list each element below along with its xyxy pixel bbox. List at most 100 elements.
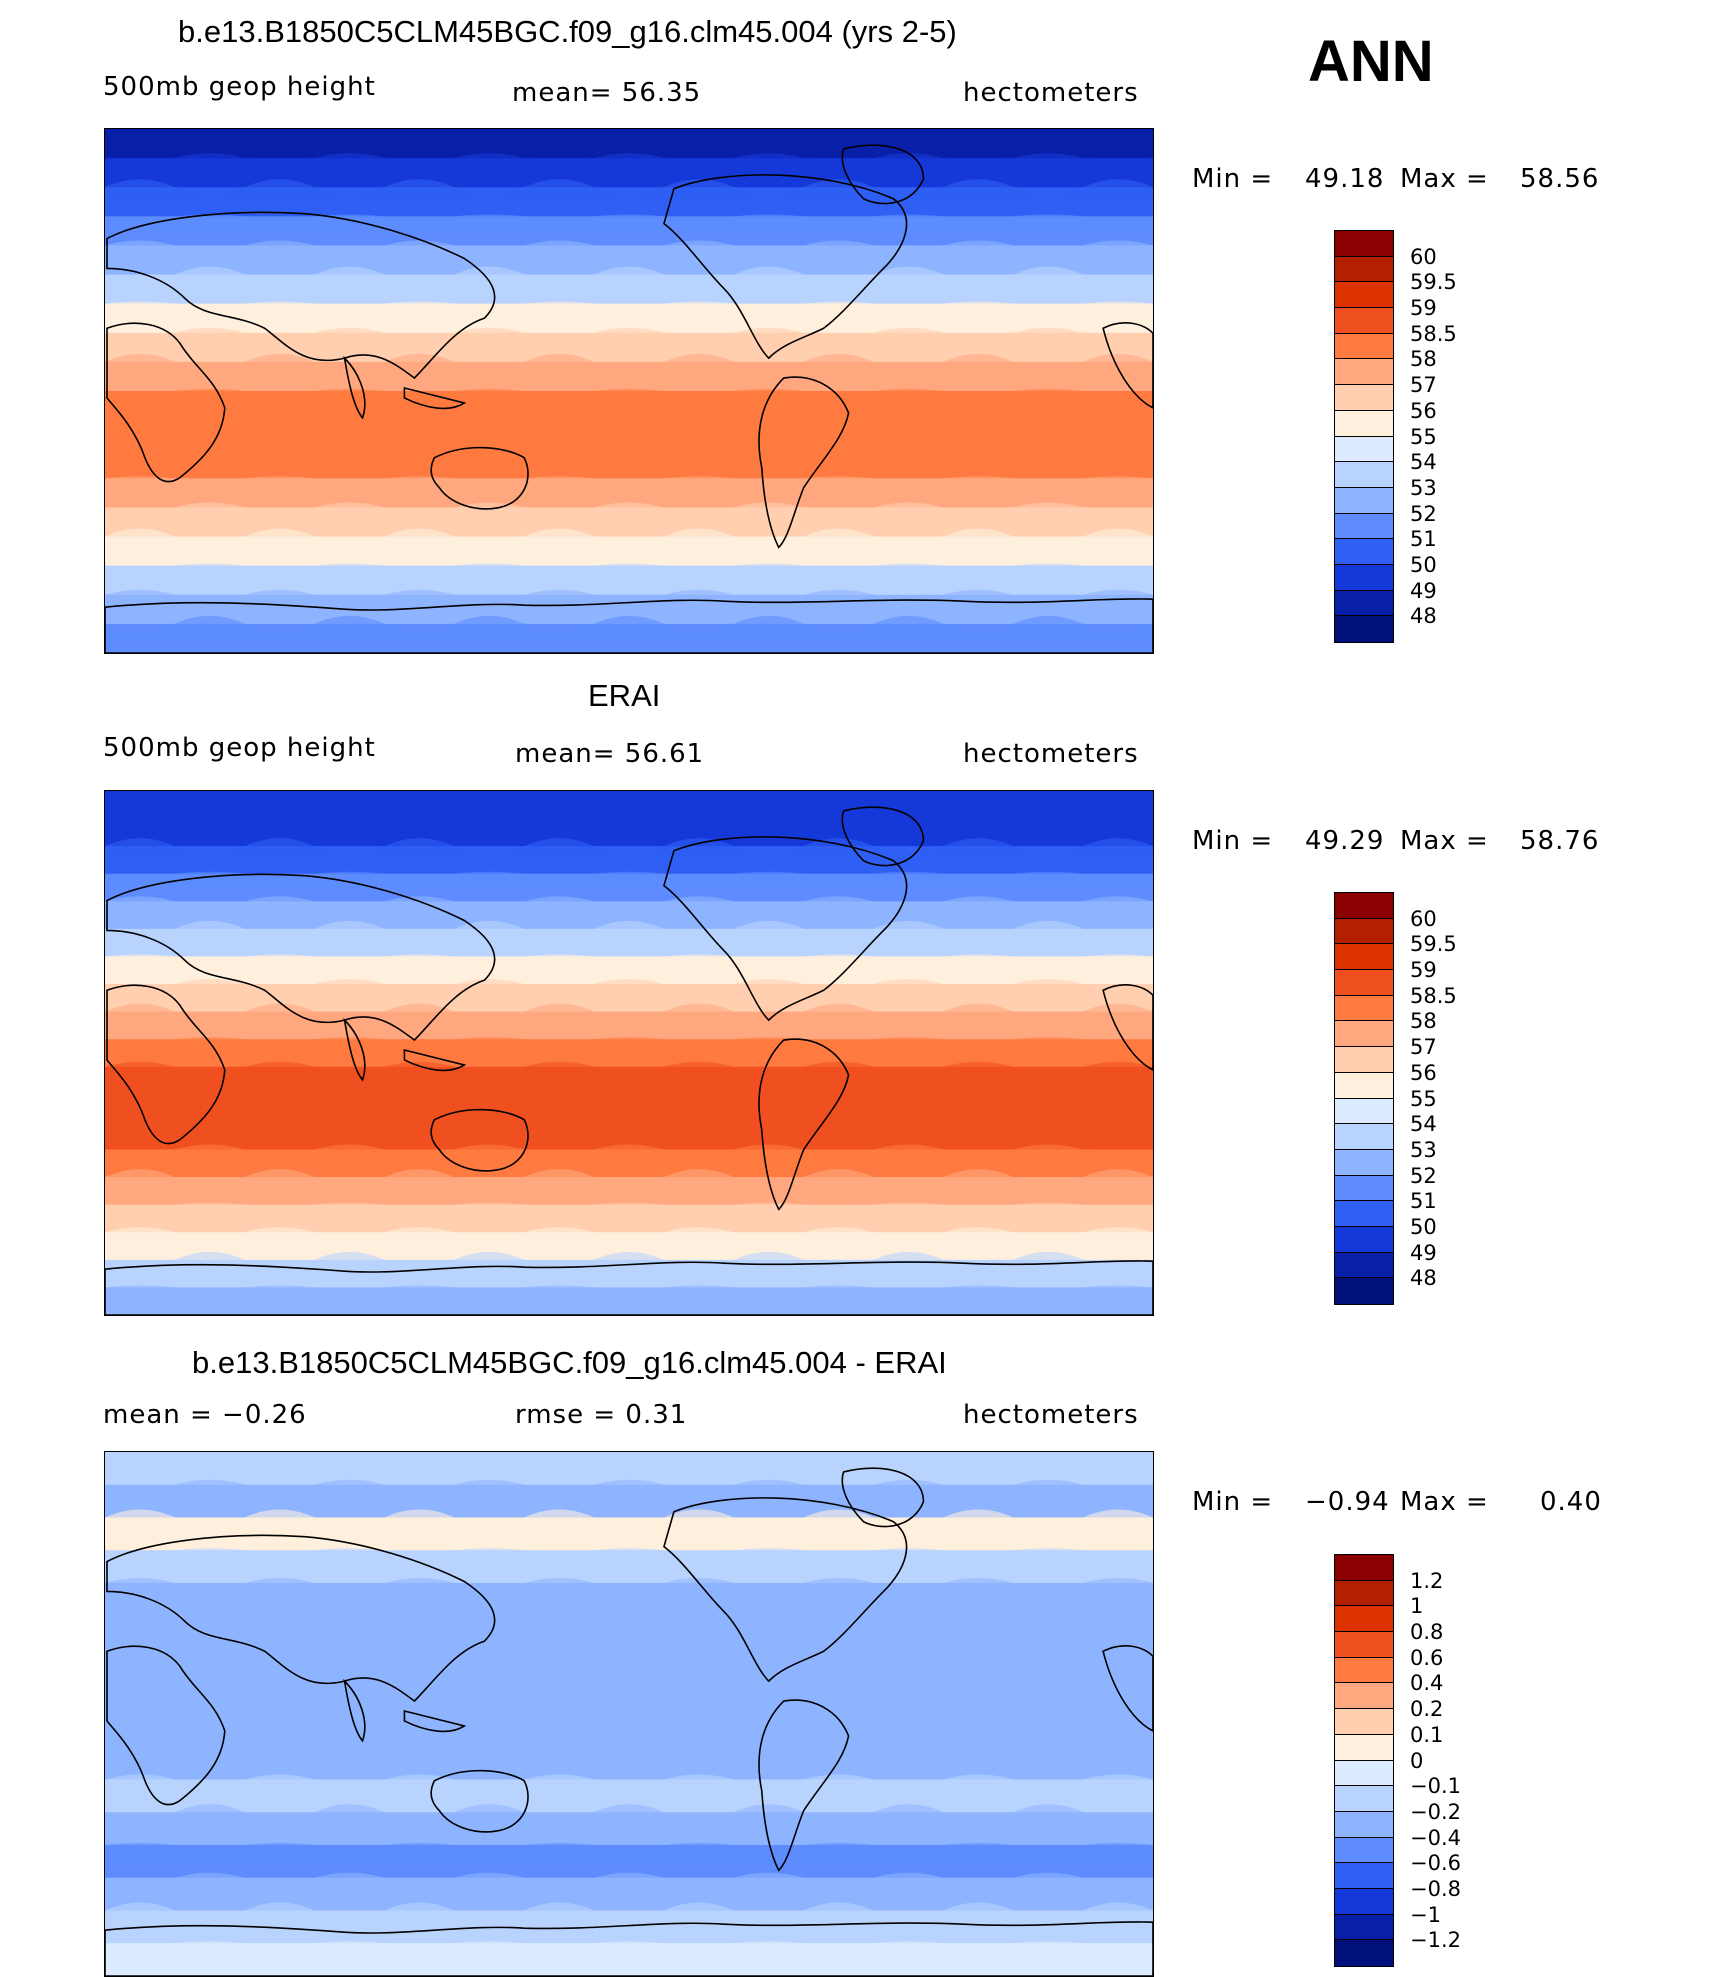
colorbar-swatch (1335, 1606, 1393, 1633)
coastline (430, 1108, 529, 1172)
coastline (343, 1017, 366, 1082)
coastline (343, 1678, 366, 1743)
contour-edge (105, 1061, 1153, 1081)
colorbar-swatch (1335, 359, 1393, 386)
contour-edge (105, 589, 1153, 610)
coastline (106, 1534, 496, 1703)
colorbar-swatch (1335, 1940, 1393, 1966)
panel-1-max-label: Max = (1400, 164, 1489, 194)
coastline (841, 1467, 925, 1528)
colorbar-tick-label: 1 (1410, 1594, 1424, 1619)
contour-edge (105, 1941, 1153, 1960)
colorbar-tick-label: 1.2 (1410, 1568, 1444, 1593)
contour-edge (105, 327, 1153, 348)
coastline (403, 386, 467, 410)
coastline (663, 836, 908, 1022)
colorbar-swatch (1335, 231, 1393, 257)
colorbar-swatch (1335, 1226, 1393, 1253)
colorbar-tick-label: 58.5 (1410, 983, 1457, 1008)
coastline (758, 1699, 850, 1872)
coastline (1102, 1645, 1153, 1732)
colorbar-swatch (1335, 1811, 1393, 1838)
colorbar-tick-label: 54 (1410, 1112, 1437, 1137)
colorbar-swatch (1335, 487, 1393, 514)
contour-edge (105, 1578, 1153, 1600)
contour-edge (105, 301, 1153, 319)
colorbar-swatch (1335, 282, 1393, 309)
contour-edge (105, 954, 1153, 971)
colorbar-swatch (1335, 1734, 1393, 1761)
contour-edge (105, 266, 1153, 290)
contour-edge (105, 415, 1153, 435)
contour-edge (105, 871, 1153, 888)
colorbar-swatch (1335, 1580, 1393, 1607)
colorbar-swatch (1335, 1632, 1393, 1658)
colorbar-tick-label: 52 (1410, 501, 1437, 526)
panel-1-units-label: hectometers (963, 78, 1139, 108)
coastline (106, 1645, 226, 1806)
colorbar-tick-label: 0.8 (1410, 1620, 1444, 1645)
colorbar-tick-label: 0.6 (1410, 1645, 1444, 1670)
colorbar-tick-label: 48 (1410, 1266, 1437, 1291)
panel-3-units-label: hectometers (963, 1400, 1139, 1430)
panel-2-map (104, 790, 1154, 1316)
contour-edge (105, 1144, 1153, 1164)
panel-3-map (104, 1451, 1154, 1977)
colorbar-tick-label: 58.5 (1410, 321, 1457, 346)
contour-edge (105, 1119, 1153, 1136)
coastline (841, 806, 925, 867)
colorbar-swatch (1335, 995, 1393, 1022)
colorbar-swatch (1335, 1709, 1393, 1735)
colorbar-tick-label: 60 (1410, 244, 1437, 269)
colorbar-tick-label: 51 (1410, 527, 1437, 552)
coastline (106, 873, 496, 1042)
colorbar-tick-label: 60 (1410, 906, 1437, 931)
colorbar-swatch (1335, 1837, 1393, 1864)
contour-edge (105, 354, 1153, 377)
panel-1-map (104, 128, 1154, 654)
contour-edge (105, 1169, 1153, 1191)
panel-3-max-value: 0.40 (1540, 1487, 1602, 1517)
season-label: ANN (1308, 29, 1434, 94)
contour-edge (105, 214, 1153, 231)
contour-edge (105, 896, 1153, 916)
colorbar-swatch (1335, 590, 1393, 617)
contour-edge (105, 1843, 1153, 1862)
colorbar-swatch (1335, 333, 1393, 360)
colorbar-swatch (1335, 1683, 1393, 1710)
panel-2-min-label: Min = (1192, 826, 1274, 856)
contour-edge (105, 979, 1153, 998)
panel-2-min-value: 49.29 (1305, 826, 1385, 856)
colorbar-tick-label: 52 (1410, 1163, 1437, 1188)
contour-edge (105, 563, 1153, 581)
colorbar-swatch (1335, 1786, 1393, 1812)
coastline (106, 211, 496, 380)
coastline (343, 355, 366, 420)
panel-3-colorbar (1334, 1554, 1394, 1967)
contour-edge (105, 1479, 1153, 1502)
map-field (105, 129, 1153, 653)
contour-edge (105, 1804, 1153, 1829)
colorbar-swatch (1335, 385, 1393, 411)
colorbar-swatch (1335, 970, 1393, 996)
colorbar-swatch (1335, 513, 1393, 540)
contour-edge (105, 616, 1153, 639)
contour-edge (105, 1037, 1153, 1053)
colorbar-swatch (1335, 918, 1393, 945)
colorbar-swatch (1335, 539, 1393, 565)
panel-2-units-label: hectometers (963, 739, 1139, 769)
colorbar-swatch (1335, 616, 1393, 642)
colorbar-tick-label: 49 (1410, 1240, 1437, 1265)
colorbar-tick-label: 50 (1410, 552, 1437, 577)
colorbar-tick-label: −1.2 (1410, 1928, 1461, 1953)
colorbar-tick-label: −0.6 (1410, 1851, 1461, 1876)
contour-edge (105, 441, 1153, 464)
coastline (758, 1038, 850, 1211)
contour-edge (105, 476, 1153, 493)
coastline (663, 174, 908, 360)
contour-edge (105, 1774, 1153, 1796)
colorbar-tick-label: 59 (1410, 296, 1437, 321)
colorbar-swatch (1335, 1555, 1393, 1581)
coastline (430, 446, 529, 510)
coastline (105, 1260, 1153, 1315)
